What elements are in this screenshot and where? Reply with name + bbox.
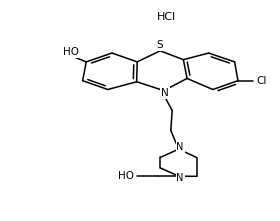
Text: S: S <box>157 40 164 50</box>
Text: HO: HO <box>63 47 80 57</box>
Text: N: N <box>176 173 184 183</box>
Text: HCl: HCl <box>157 11 176 22</box>
Text: N: N <box>176 142 184 152</box>
Text: HO: HO <box>118 171 134 181</box>
Text: Cl: Cl <box>256 76 267 86</box>
Text: N: N <box>161 88 169 98</box>
